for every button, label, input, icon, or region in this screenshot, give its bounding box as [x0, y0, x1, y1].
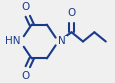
Text: HN: HN: [5, 37, 20, 46]
Text: N: N: [58, 37, 65, 46]
Text: O: O: [67, 8, 75, 18]
Text: O: O: [22, 2, 30, 12]
Text: O: O: [22, 71, 30, 81]
